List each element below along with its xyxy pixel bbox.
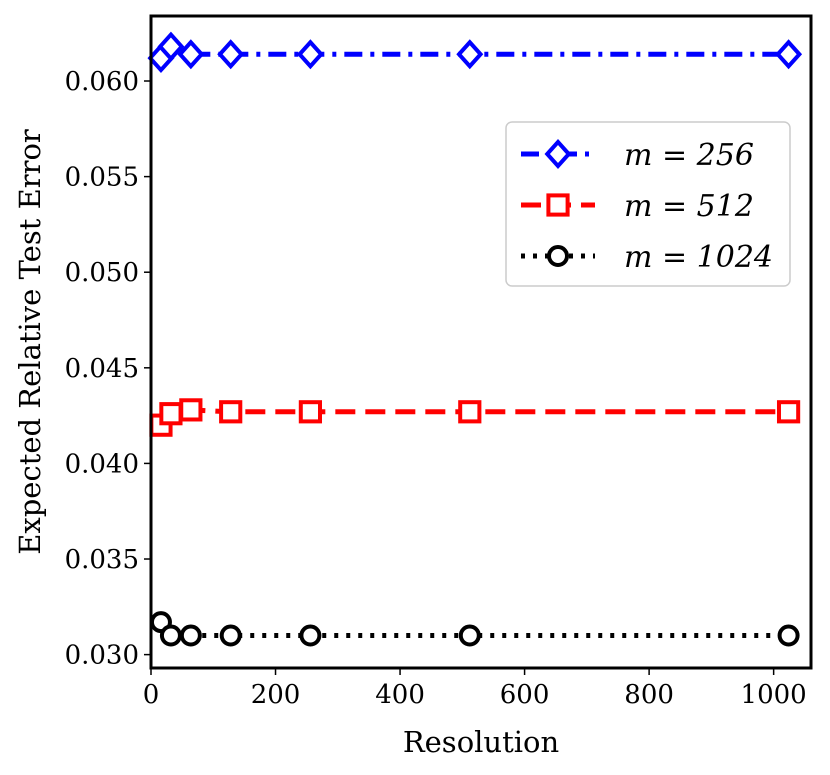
data-point [219, 624, 242, 647]
y-tick-label: 0.045 [65, 354, 139, 384]
legend-marker [544, 139, 572, 169]
y-tick-label: 0.030 [65, 641, 139, 671]
legend-label: m = 512 [624, 189, 754, 224]
data-point [219, 400, 243, 424]
y-axis: 0.030 0.035 0.040 0.045 0.050 0.055 0.060 [65, 67, 151, 671]
data-point [298, 400, 322, 424]
series-layer [147, 31, 803, 647]
legend-entry-1: m = 256 [521, 138, 754, 173]
data-point [456, 39, 484, 70]
y-tick-label: 0.040 [65, 449, 139, 479]
data-point [159, 624, 182, 647]
x-tick-label: 800 [624, 680, 674, 710]
data-point [179, 624, 202, 647]
series-2 [149, 398, 801, 437]
x-axis-label: Resolution [403, 725, 559, 759]
y-axis-label: Expected Relative Test Error [13, 129, 47, 555]
legend-marker [546, 193, 570, 217]
data-point [299, 624, 322, 647]
data-point [159, 402, 183, 426]
legend-box [505, 121, 791, 287]
x-tick-label: 1000 [741, 680, 807, 710]
series-3 [149, 611, 800, 647]
data-point [458, 400, 482, 424]
legend-label: m = 1024 [624, 240, 773, 275]
plot-frame [149, 14, 813, 670]
y-tick-label: 0.050 [65, 258, 139, 288]
x-tick-label: 200 [251, 680, 301, 710]
data-point [777, 624, 800, 647]
data-point [157, 31, 185, 62]
data-point [458, 624, 481, 647]
y-tick-label: 0.035 [65, 545, 139, 575]
x-axis: 0 200 400 600 800 1000 [143, 668, 807, 710]
data-point [177, 39, 205, 70]
legend-label: m = 256 [624, 138, 754, 173]
data-point [217, 39, 245, 70]
data-point [776, 400, 801, 424]
x-tick-label: 400 [375, 680, 425, 710]
data-point [296, 39, 324, 70]
y-tick-label: 0.060 [65, 67, 139, 97]
legend-entry-2: m = 512 [521, 189, 754, 224]
data-point [179, 398, 203, 422]
plot-area [147, 14, 813, 670]
legend-marker [547, 245, 569, 267]
legend-entry-3: m = 1024 [521, 240, 773, 275]
y-tick-label: 0.055 [65, 163, 139, 193]
series-1 [147, 31, 803, 74]
legend-entries: m = 256 m = 512 m = 1024 [521, 138, 773, 275]
legend: m = 256 m = 512 m = 1024 [505, 121, 791, 287]
x-tick-label: 600 [500, 680, 550, 710]
x-tick-label: 0 [143, 680, 160, 710]
data-point [775, 39, 803, 70]
